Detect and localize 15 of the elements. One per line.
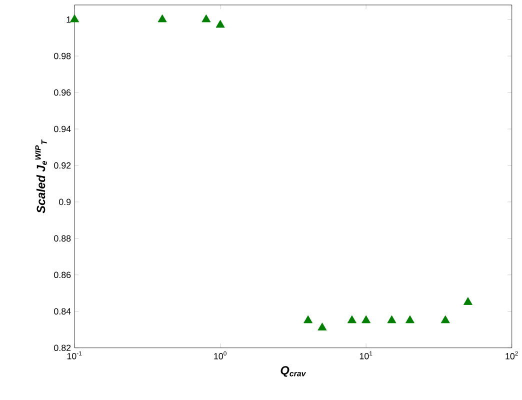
y-tick-label: 0.82 [54, 344, 71, 352]
y-tick-label: 0.98 [54, 53, 71, 60]
y-tick-label: 0.92 [54, 162, 71, 169]
y-tick-label: 0.86 [54, 272, 71, 278]
x-axis-title: Q$_{crav}$ [280, 366, 306, 378]
y-tick-label: 0.9 [59, 199, 71, 206]
y-tick-label: 0.96 [54, 90, 71, 96]
x-tick-label: 10$^{1}$ [360, 352, 372, 360]
y-tick-label: 0.94 [54, 126, 71, 132]
x-tick-label: 10$^{-1}$ [67, 352, 82, 360]
x-tick-label: 10$^{0}$ [214, 352, 226, 360]
y-tick-label: 1 [66, 16, 71, 23]
x-tick-label: 10$^{2}$ [506, 352, 518, 360]
y-tick-label: 0.84 [54, 308, 71, 315]
y-tick-label: 0.88 [54, 235, 71, 242]
